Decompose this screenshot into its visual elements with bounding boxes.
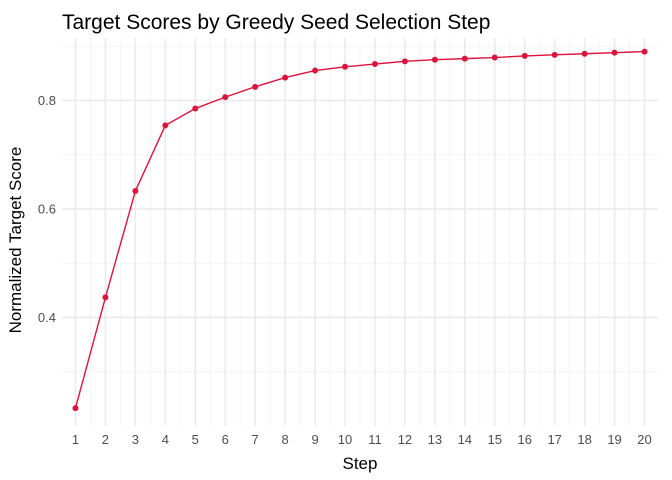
x-tick-label: 16 [517,432,531,447]
x-tick-label: 3 [132,432,139,447]
x-tick-label: 5 [192,432,199,447]
x-tick-label: 17 [547,432,561,447]
y-tick-label: 0.8 [38,93,56,108]
x-tick-label: 12 [398,432,412,447]
data-point [492,55,498,61]
x-tick-label: 18 [577,432,591,447]
x-tick-label: 8 [282,432,289,447]
y-tick-label: 0.6 [38,201,56,216]
x-tick-label: 9 [311,432,318,447]
data-point [582,51,588,57]
y-tick-labels: 0.4 0.6 0.8 [38,93,56,325]
y-axis-label: Normalized Target Score [6,147,25,334]
data-point [102,294,108,300]
data-point [162,122,168,128]
x-tick-label: 1 [72,432,79,447]
x-tick-label: 15 [488,432,502,447]
data-point [642,49,648,55]
data-point [132,188,138,194]
x-tick-label: 13 [428,432,442,447]
x-tick-labels: 1 2 3 4 5 6 7 8 9 10 11 12 13 14 15 16 17 18 19 20 [72,432,652,447]
data-point [222,94,228,100]
data-point [432,57,438,63]
x-tick-label: 2 [102,432,109,447]
data-point [522,53,528,59]
data-point [342,64,348,70]
data-point [552,52,558,58]
x-tick-label: 19 [607,432,621,447]
x-tick-label: 7 [252,432,259,447]
data-point [372,61,378,67]
chart-title: Target Scores by Greedy Seed Selection S… [62,11,490,34]
data-point [612,50,618,56]
x-axis-label: Step [343,454,378,473]
data-point [72,405,78,411]
data-point [462,56,468,62]
x-tick-label: 6 [222,432,229,447]
data-point [252,84,258,90]
x-tick-label: 14 [458,432,472,447]
x-tick-label: 10 [338,432,352,447]
data-point [312,68,318,74]
grid [62,38,658,426]
x-tick-label: 11 [368,432,382,447]
data-point [282,75,288,81]
x-tick-label: 4 [162,432,169,447]
data-point [192,106,198,112]
data-point [402,58,408,64]
x-tick-label: 20 [637,432,651,447]
y-tick-label: 0.4 [38,310,56,325]
